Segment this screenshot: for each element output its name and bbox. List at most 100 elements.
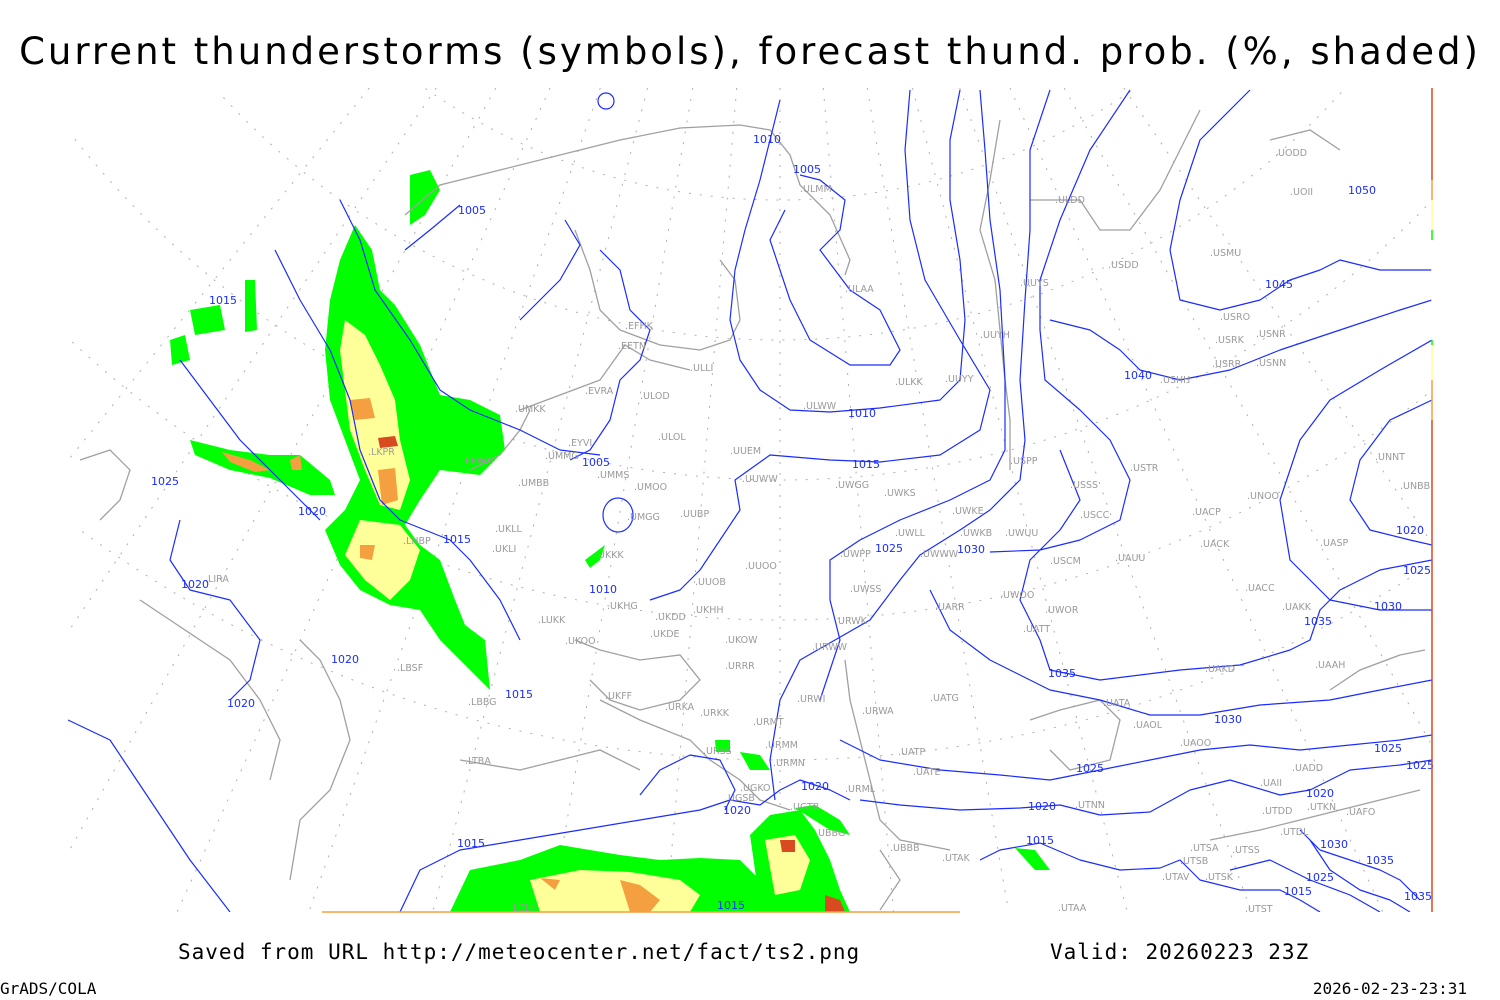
station-label: .URMM bbox=[765, 740, 798, 751]
station-label: .URMT bbox=[753, 717, 784, 728]
isobar-line bbox=[602, 497, 634, 533]
coastline bbox=[599, 699, 791, 811]
isobar-line bbox=[1169, 89, 1432, 311]
map-title: Current thunderstorms (symbols), forecas… bbox=[19, 30, 1481, 73]
isobar-line bbox=[769, 174, 901, 366]
meridian-line bbox=[1009, 88, 1384, 912]
isobar-line bbox=[819, 89, 1006, 701]
probability-area bbox=[290, 455, 302, 470]
isobar-value-label: 1010 bbox=[848, 407, 876, 420]
station-label: .URWA bbox=[862, 706, 894, 717]
map-right-edge-colorbar bbox=[322, 88, 1433, 913]
station-label: .UTST bbox=[1245, 904, 1273, 915]
station-label: .USRK bbox=[1215, 335, 1245, 346]
thunderstorm-probability-shading bbox=[170, 170, 1050, 912]
isobar-value-label: 1015 bbox=[1026, 834, 1054, 847]
station-label: .URKA bbox=[665, 702, 695, 713]
station-label: .UATE bbox=[913, 767, 941, 778]
coastline bbox=[1030, 109, 1201, 231]
software-credit: GrADS/COLA bbox=[0, 979, 97, 998]
station-label: .LHBP bbox=[403, 536, 431, 547]
isobar-value-label: 1005 bbox=[458, 204, 486, 217]
coastline bbox=[1029, 699, 1121, 771]
coastline bbox=[1329, 649, 1426, 691]
probability-area bbox=[360, 545, 375, 560]
isobar-value-label: 1020 bbox=[331, 653, 359, 666]
isobar-value-label: 1050 bbox=[1348, 184, 1376, 197]
isobar-value-label: 1005 bbox=[582, 456, 610, 469]
station-label: .EFHK bbox=[625, 321, 654, 332]
coastline bbox=[469, 409, 531, 471]
isobar-value-label: 1030 bbox=[1320, 838, 1348, 851]
station-label: .URKK bbox=[700, 708, 730, 719]
station-label: .UACK bbox=[1200, 539, 1230, 550]
probability-area bbox=[222, 452, 270, 472]
probability-area bbox=[740, 752, 770, 770]
station-label: .UTSB bbox=[1180, 856, 1208, 867]
station-label: .UTNN bbox=[1075, 800, 1105, 811]
probability-area bbox=[345, 520, 420, 600]
station-labels: .EFHK .EETN .EVRA .EYVI .UMKK .UMMG .UMMS .UMOO… bbox=[205, 148, 1430, 915]
station-label: .UOII bbox=[1290, 187, 1313, 198]
station-label: .USRR bbox=[1212, 359, 1242, 370]
isobar-line bbox=[839, 734, 1432, 781]
station-label: .USCM bbox=[1050, 556, 1081, 567]
isobar-value-label: 1025 bbox=[1076, 762, 1104, 775]
meridian-line bbox=[911, 88, 1128, 912]
station-label: .UATA bbox=[1103, 698, 1131, 709]
station-label: .UWKS bbox=[884, 488, 916, 499]
isobar-value-label: 1020 bbox=[1028, 800, 1056, 813]
isobar-line bbox=[1049, 299, 1432, 381]
isobar-line bbox=[1349, 399, 1432, 546]
isobar-line bbox=[989, 89, 1131, 553]
station-label: .UODD bbox=[1275, 148, 1307, 159]
station-label: .UAII bbox=[1260, 778, 1282, 789]
isobar-value-label: 1025 bbox=[151, 475, 179, 488]
station-label: .USRO bbox=[1220, 312, 1250, 323]
station-label: .UAKK bbox=[1282, 602, 1312, 613]
isobar-value-label: 1020 bbox=[181, 578, 209, 591]
station-label: .ULAA bbox=[845, 284, 874, 295]
isobar-value-label: 1020 bbox=[1306, 787, 1334, 800]
station-label: .UNBB bbox=[1400, 481, 1430, 492]
station-label: .ULWW bbox=[803, 401, 837, 412]
station-label: .UASP bbox=[1320, 538, 1349, 549]
probability-area bbox=[540, 878, 560, 890]
isobar-labels: 1005101510251020102010151005101010051010… bbox=[151, 133, 1434, 912]
isobar-value-label: 1005 bbox=[793, 163, 821, 176]
isobar-value-label: 1025 bbox=[1403, 564, 1431, 577]
station-label: .UAUU bbox=[1115, 553, 1145, 564]
station-label: .ULKK bbox=[895, 377, 923, 388]
station-label: .UMOO bbox=[634, 482, 667, 493]
station-label: .UATT bbox=[1023, 624, 1050, 635]
isobar-value-label: 1045 bbox=[1265, 278, 1293, 291]
coastline bbox=[574, 229, 741, 351]
station-label: .USMU bbox=[1210, 248, 1241, 259]
station-label: .LBBG bbox=[468, 697, 497, 708]
isobar-value-label: 1020 bbox=[801, 780, 829, 793]
coastline bbox=[1209, 789, 1421, 841]
parallel-line bbox=[75, 526, 1428, 761]
isobar-value-label: 1015 bbox=[505, 688, 533, 701]
station-label: .UADD bbox=[1292, 763, 1323, 774]
probability-area bbox=[340, 320, 410, 510]
probability-area bbox=[245, 280, 257, 332]
station-label: .UWKB bbox=[960, 528, 992, 539]
probability-area bbox=[350, 398, 375, 420]
station-label: .UATG bbox=[930, 693, 959, 704]
station-label: .UKLL bbox=[495, 524, 522, 535]
isobar-line bbox=[769, 89, 1051, 801]
station-label: .UWGG bbox=[835, 480, 869, 491]
isobar-line bbox=[339, 199, 601, 456]
isobar-line bbox=[169, 519, 261, 701]
station-label: .UGSB bbox=[725, 793, 755, 804]
isobar-value-label: 1040 bbox=[1124, 369, 1152, 382]
station-label: .UACP bbox=[1192, 507, 1221, 518]
isobar-value-label: 1025 bbox=[1374, 742, 1402, 755]
meridian-line bbox=[866, 88, 1010, 912]
station-label: .UWWW bbox=[920, 549, 959, 560]
isobar-line bbox=[729, 89, 966, 413]
isobar-line bbox=[979, 842, 1321, 912]
station-label: .UKDD bbox=[655, 612, 686, 623]
station-label: .UMBB bbox=[518, 478, 549, 489]
